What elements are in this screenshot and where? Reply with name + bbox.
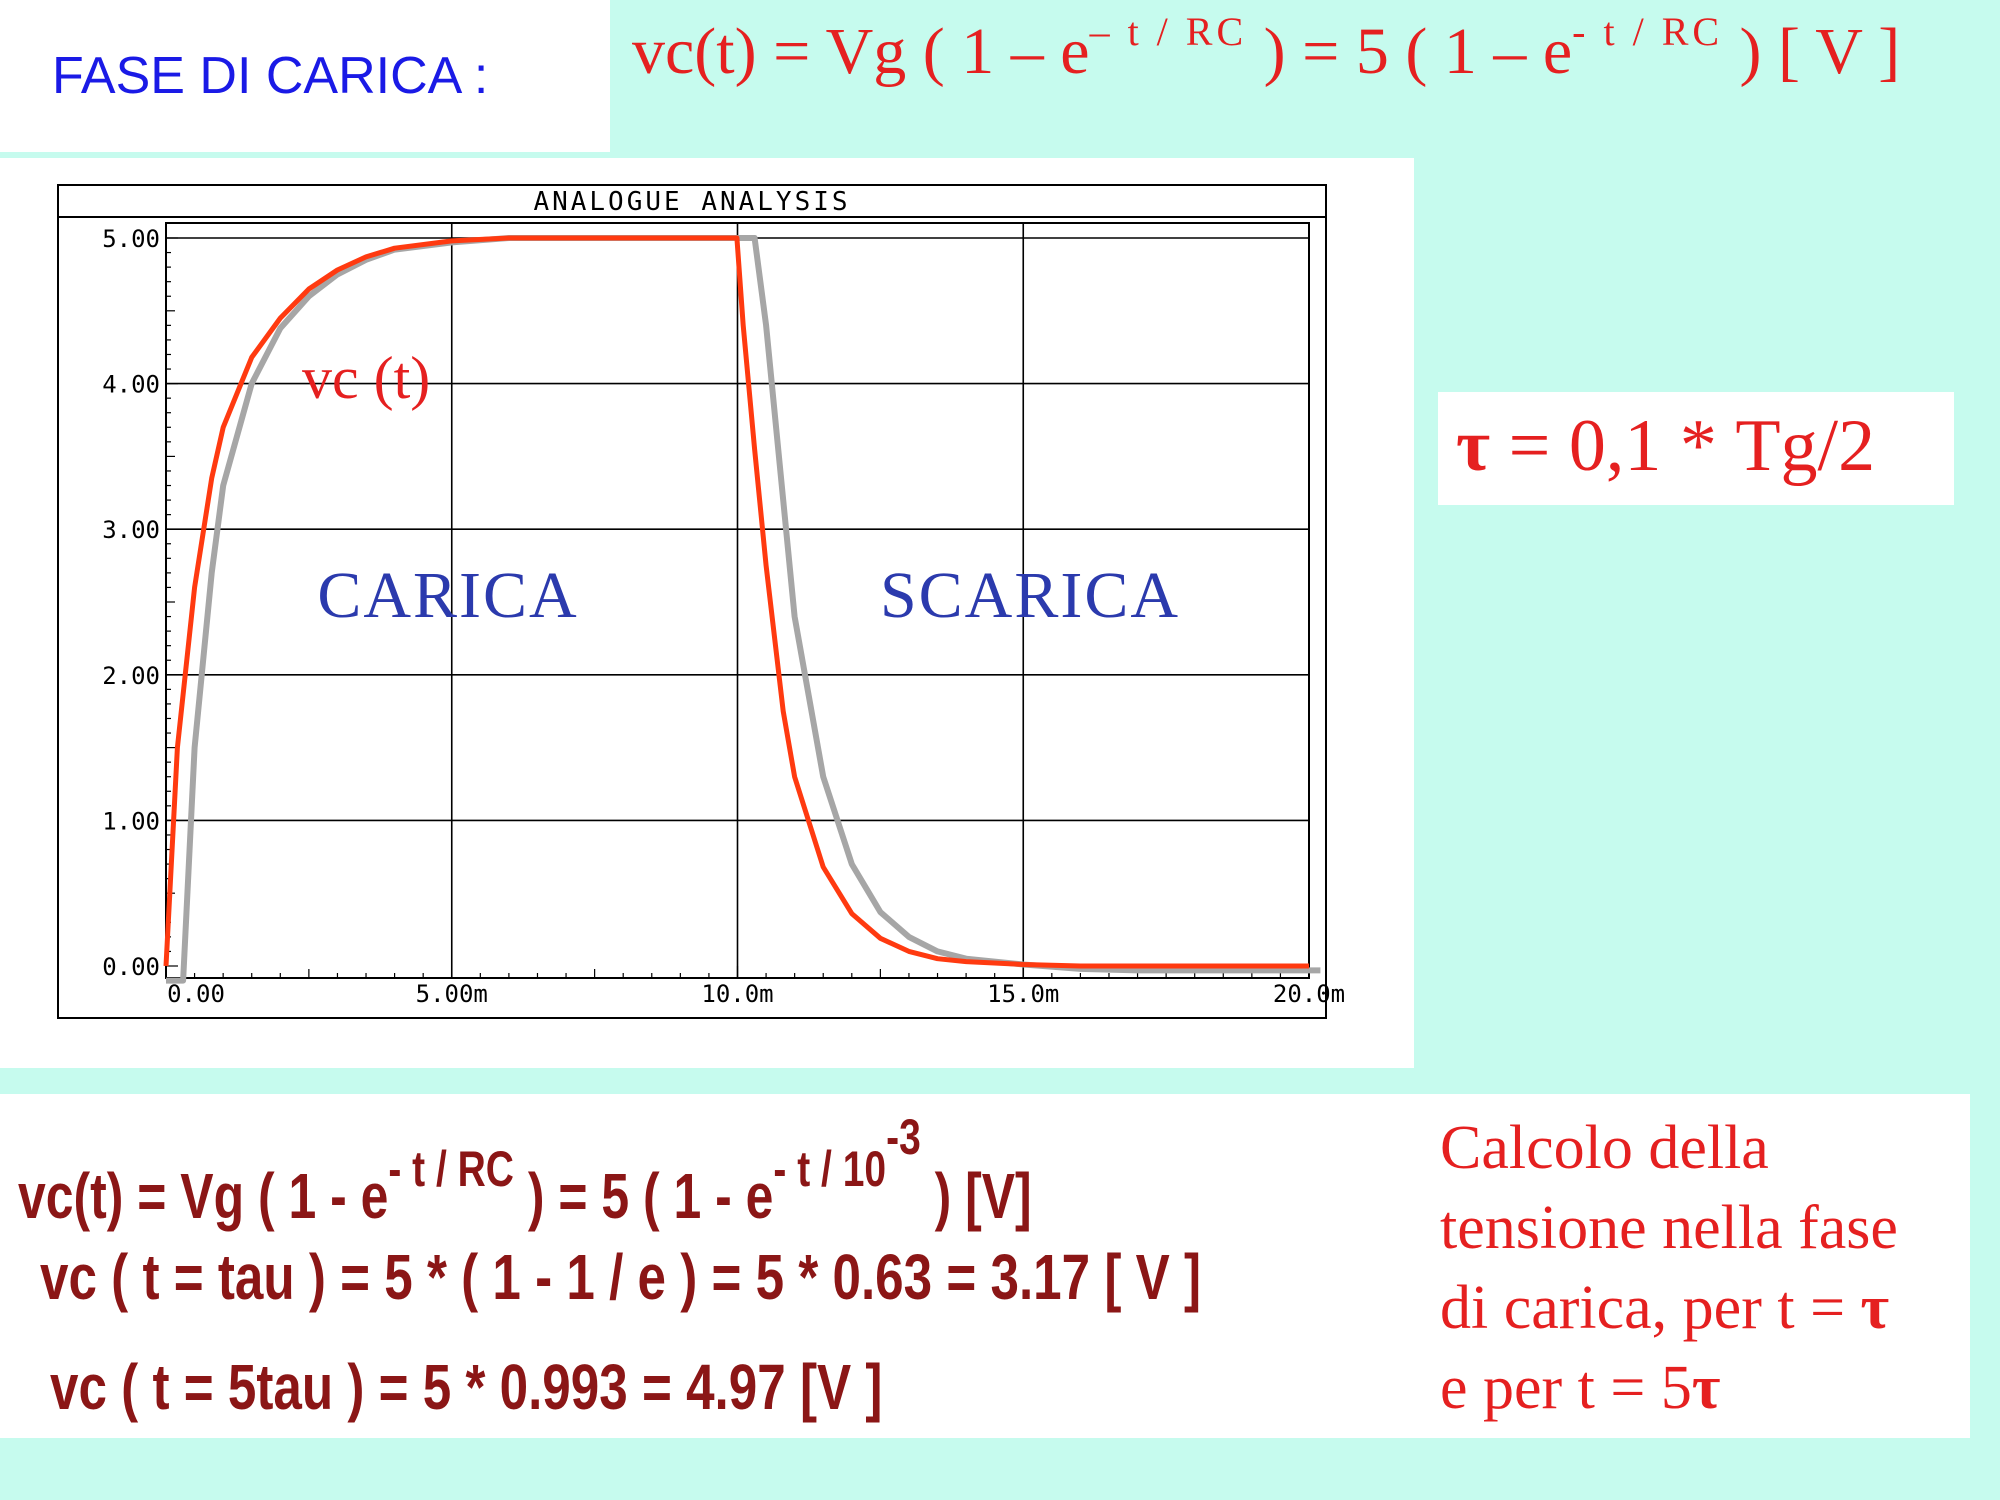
calculation-panel	[0, 1094, 1970, 1438]
explanation-note: Calcolo della tensione nella fase di car…	[1440, 1108, 1960, 1428]
note-line: di carica, per t = τ	[1440, 1268, 1960, 1348]
tau-symbol: τ	[1860, 1274, 1890, 1342]
tau-box	[1438, 392, 1954, 505]
x-tick-label: 20.0m	[1273, 980, 1345, 1008]
y-tick-label: 5.00	[102, 225, 160, 253]
charge-formula: vc(t) = Vg ( 1 – e– t / RC ) = 5 ( 1 – e…	[632, 8, 1900, 90]
discharge-phase-label: SCARICA	[880, 559, 1180, 632]
x-tick-label: 15.0m	[987, 980, 1059, 1008]
y-tick-label: 4.00	[102, 371, 160, 399]
x-tick-label: 5.00m	[416, 980, 488, 1008]
x-tick-label: 10.0m	[701, 980, 773, 1008]
note-line: Calcolo della	[1440, 1114, 1769, 1182]
y-tick-label: 3.00	[102, 516, 160, 544]
calc-part: ) = 5 ( 1 - e	[527, 1160, 774, 1232]
calc-exponent: - t / 10-3	[773, 1109, 920, 1197]
note-text: e per t = 5	[1440, 1354, 1692, 1422]
formula-part: ) = 5 ( 1 – e	[1263, 15, 1573, 88]
tau-symbol: τ	[1456, 405, 1491, 487]
formula-exponent: - t / RC	[1572, 9, 1724, 54]
charge-phase-label: CARICA	[317, 559, 578, 632]
x-tick-label: 0.00	[167, 980, 225, 1008]
calc-exponent-base: - t / 10	[773, 1141, 887, 1197]
tau-definition: τ = 0,1 * Tg/2	[1456, 404, 1875, 489]
header-box	[0, 0, 610, 152]
calc-part: ) [V]	[934, 1160, 1032, 1232]
note-line: e per t = 5τ	[1440, 1348, 1960, 1428]
y-tick-label: 0.00	[102, 953, 160, 981]
calc-exponent-power: -3	[886, 1109, 921, 1165]
curve-label: vc (t)	[302, 345, 430, 411]
note-line: tensione nella fase	[1440, 1194, 1898, 1262]
analogue-analysis-chart: ANALOGUE ANALYSIS 0.00 1.00 2.00 3.00 4.00 5.0…	[57, 184, 1345, 1019]
formula-part: ) [ V ]	[1739, 15, 1901, 88]
calc-formula-line: vc(t) = Vg ( 1 - e- t / RC ) = 5 ( 1 - e…	[18, 1108, 1032, 1233]
calc-5tau-line: vc ( t = 5tau ) = 5 * 0.993 = 4.97 [V ]	[50, 1351, 883, 1423]
formula-part: vc(t) = Vg ( 1 – e	[632, 15, 1090, 88]
chart-frame	[57, 184, 1327, 1019]
tau-symbol: τ	[1691, 1354, 1721, 1422]
formula-exponent: – t / RC	[1089, 9, 1248, 54]
calc-tau-line: vc ( t = tau ) = 5 * ( 1 - 1 / e ) = 5 *…	[40, 1241, 1202, 1313]
tau-expression: = 0,1 * Tg/2	[1490, 405, 1876, 487]
note-text: di carica, per t =	[1440, 1274, 1861, 1342]
calc-exponent: - t / RC	[388, 1141, 514, 1197]
y-tick-label: 1.00	[102, 807, 160, 835]
calc-part: vc(t) = Vg ( 1 - e	[18, 1160, 389, 1232]
page-title: FASE DI CARICA :	[52, 47, 489, 105]
chart-title: ANALOGUE ANALYSIS	[533, 187, 850, 217]
series-line-vc	[163, 235, 1309, 969]
y-tick-label: 2.00	[102, 662, 160, 690]
